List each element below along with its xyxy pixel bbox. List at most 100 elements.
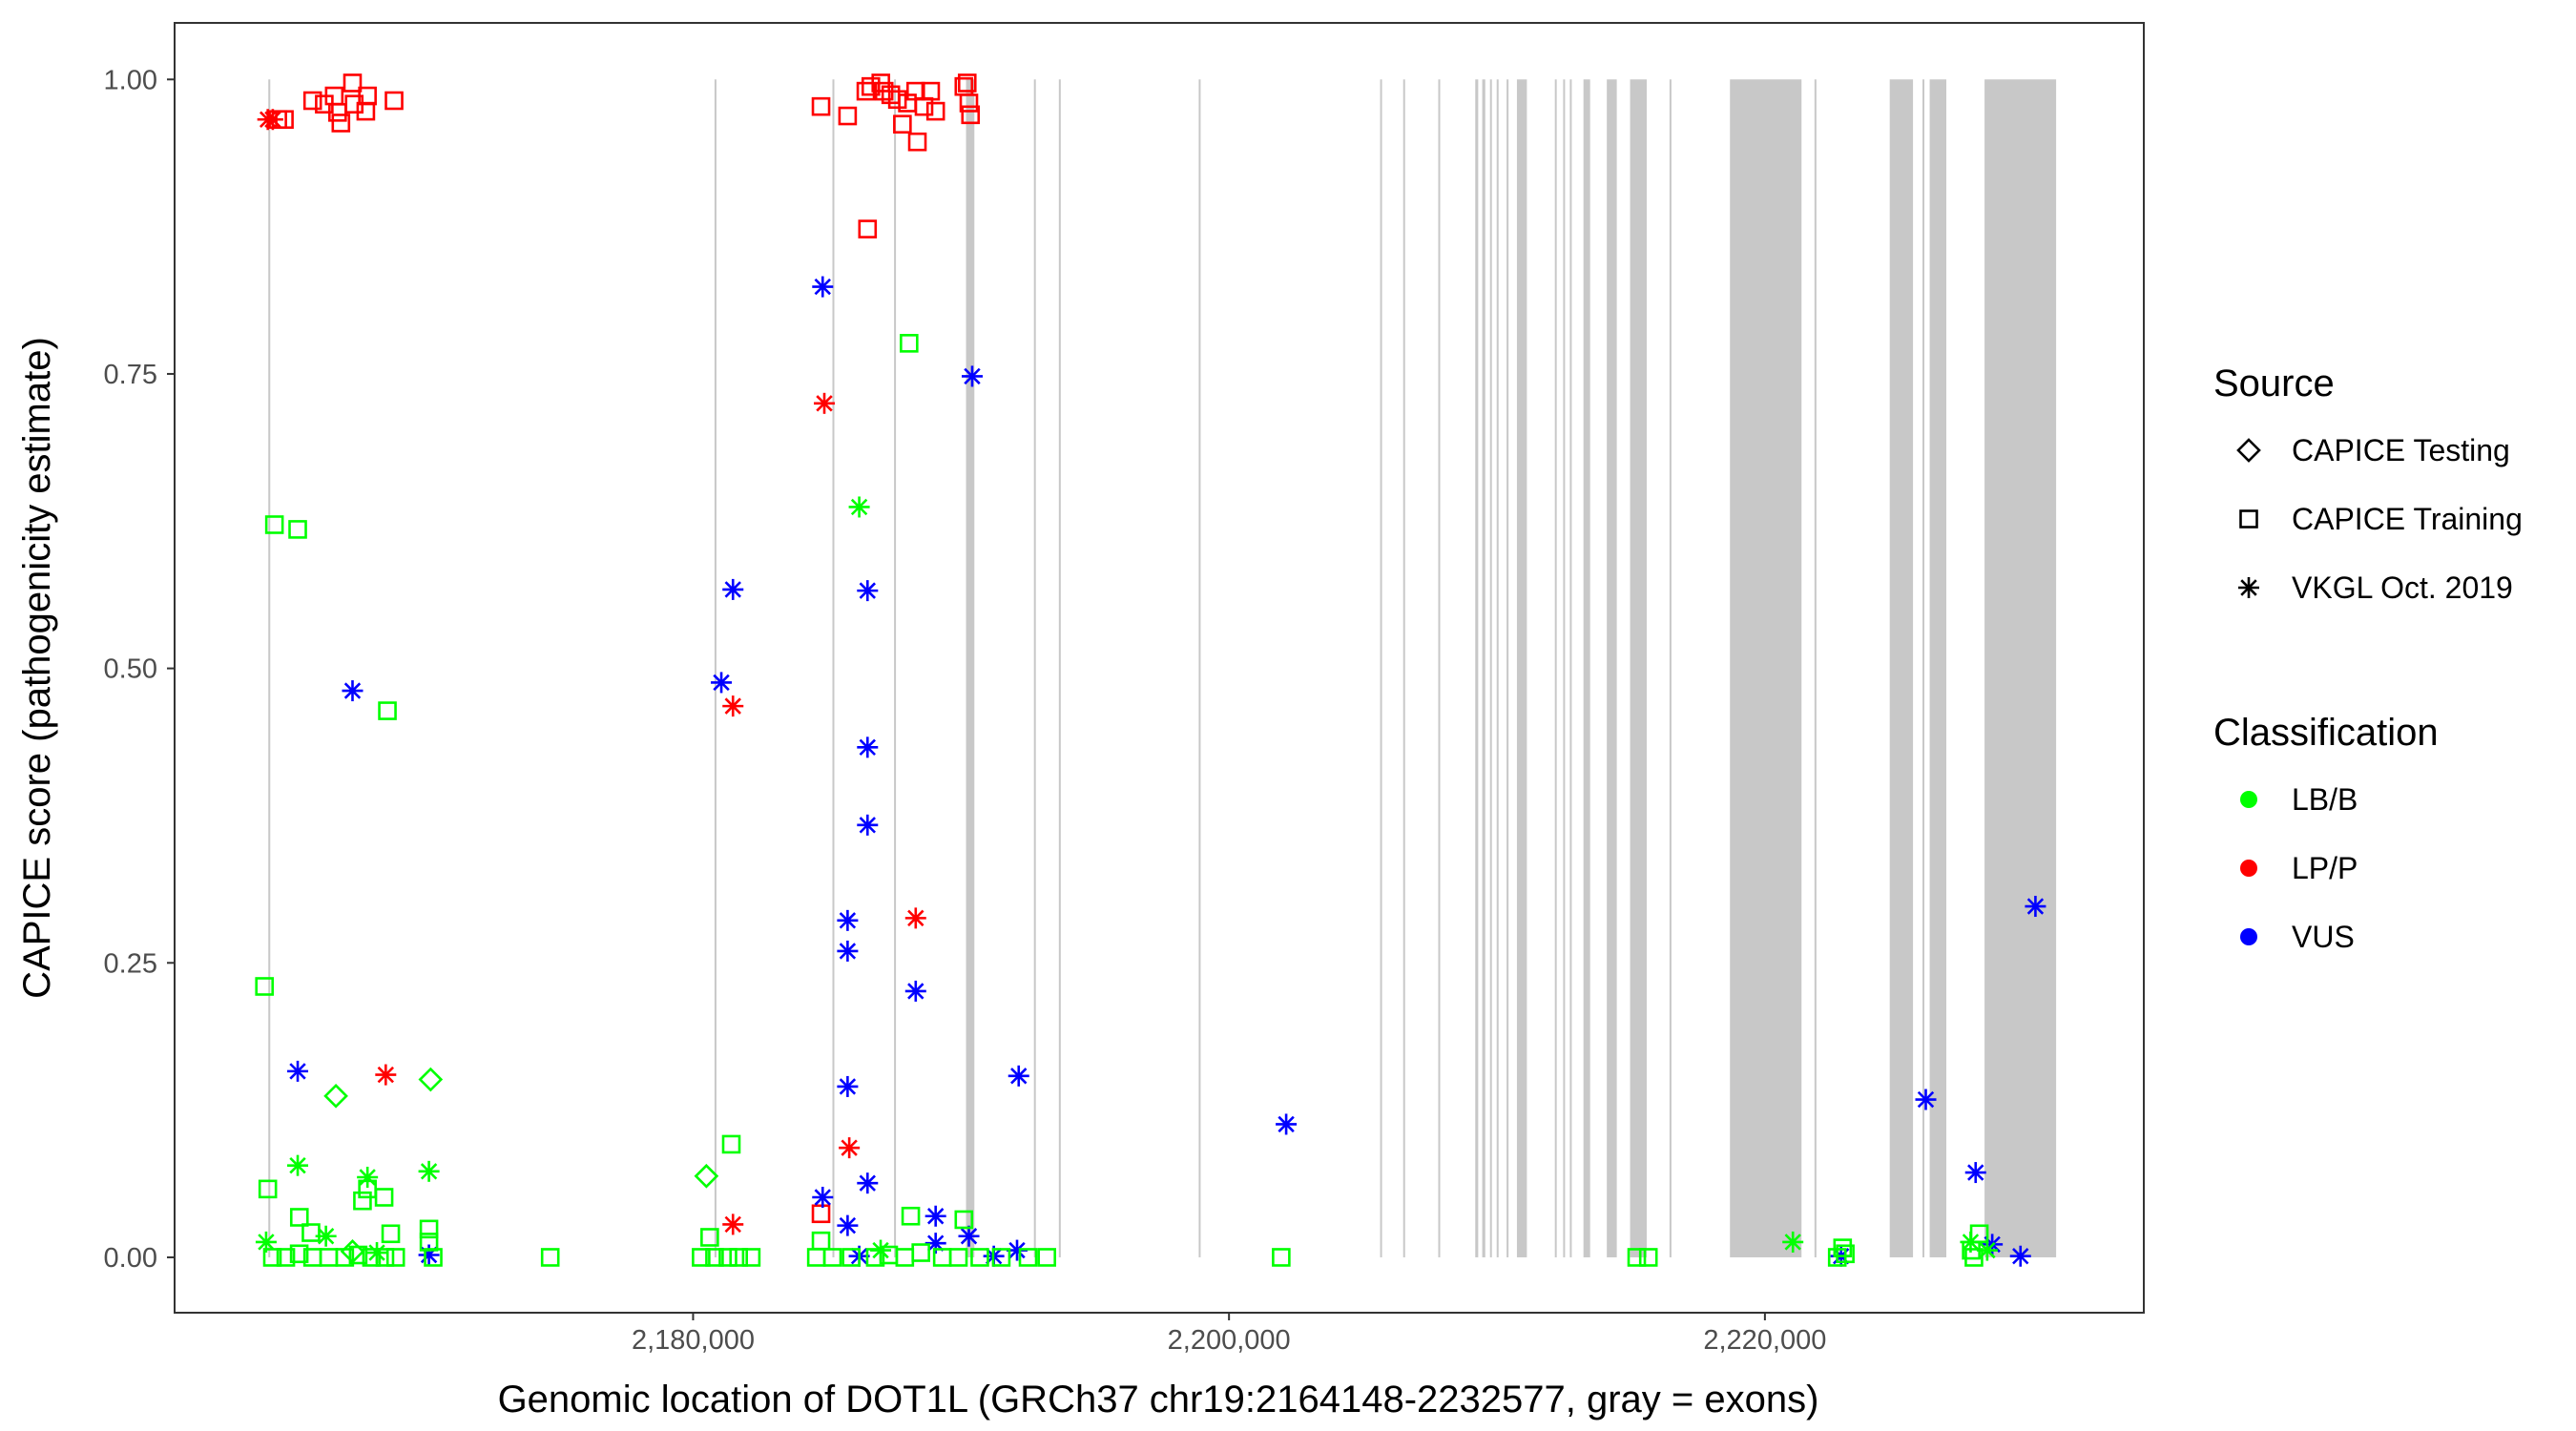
data-point xyxy=(837,909,859,931)
data-point xyxy=(1018,1248,1038,1267)
exon-band xyxy=(268,79,271,1257)
data-point xyxy=(342,680,364,702)
exon-band xyxy=(832,79,835,1257)
data-point xyxy=(418,1067,444,1092)
exon-band xyxy=(1198,79,1201,1257)
data-point xyxy=(381,1224,401,1244)
data-point xyxy=(353,1191,372,1211)
y-tick-label: 0.50 xyxy=(104,654,157,685)
exon-band xyxy=(714,79,717,1257)
data-point xyxy=(287,1154,309,1176)
data-point xyxy=(722,695,744,717)
legend-source-label: CAPICE Training xyxy=(2292,502,2523,536)
data-point xyxy=(857,736,879,758)
data-point xyxy=(1976,1239,1998,1261)
exon-band xyxy=(1607,79,1617,1257)
data-point xyxy=(331,114,351,133)
data-point xyxy=(287,1060,309,1082)
data-point xyxy=(904,907,926,929)
data-point xyxy=(1836,1244,1855,1264)
exon-band xyxy=(1380,79,1382,1257)
exon-band xyxy=(1058,79,1061,1257)
data-point xyxy=(418,1160,440,1182)
legend-class-label: LP/P xyxy=(2292,851,2358,885)
data-point xyxy=(811,96,831,116)
legend-source-label: VKGL Oct. 2019 xyxy=(2292,570,2513,605)
data-point xyxy=(924,1205,946,1227)
data-point xyxy=(839,1137,861,1159)
data-point xyxy=(900,334,919,353)
data-point xyxy=(991,1248,1011,1267)
data-point xyxy=(275,110,294,130)
data-point xyxy=(315,1225,337,1247)
exon-band xyxy=(1583,79,1590,1257)
y-tick-label: 0.00 xyxy=(104,1243,157,1274)
data-point xyxy=(692,1248,711,1267)
data-point xyxy=(729,1248,748,1267)
data-point xyxy=(838,106,858,126)
legend-source-label: CAPICE Testing xyxy=(2292,433,2510,467)
exon-band xyxy=(1438,79,1441,1257)
data-point xyxy=(958,1225,980,1247)
exon-band xyxy=(894,79,897,1257)
x-tick-label: 2,180,000 xyxy=(632,1325,755,1356)
data-point xyxy=(1638,1248,1658,1267)
exon-band xyxy=(1506,79,1509,1257)
data-point xyxy=(893,114,912,134)
data-point xyxy=(424,1248,443,1267)
legend-source-title: Source xyxy=(2213,363,2335,404)
exon-band xyxy=(1475,79,1479,1257)
data-point xyxy=(857,1172,879,1194)
y-tick-label: 0.25 xyxy=(104,948,157,979)
data-point xyxy=(907,132,927,152)
y-tick-label: 0.75 xyxy=(104,360,157,390)
legend-classification-title: Classification xyxy=(2213,712,2439,754)
data-point xyxy=(857,580,879,602)
data-point xyxy=(812,1186,834,1208)
data-point xyxy=(366,1242,388,1264)
exon-band xyxy=(1669,79,1672,1257)
data-point xyxy=(2025,896,2046,918)
data-point xyxy=(837,940,859,962)
data-point xyxy=(1915,1089,1937,1110)
exon-band xyxy=(1496,79,1499,1257)
data-point xyxy=(1964,1162,1986,1184)
data-point xyxy=(812,276,834,298)
data-point xyxy=(301,1223,321,1242)
data-point xyxy=(822,1248,842,1267)
data-point xyxy=(255,977,274,996)
data-point xyxy=(289,1208,309,1227)
exon-band xyxy=(1516,79,1527,1257)
exon-band xyxy=(966,79,975,1257)
y-tick-label: 1.00 xyxy=(104,65,157,95)
y-axis: 0.00 0.25 0.50 0.75 1.00 xyxy=(104,65,175,1274)
data-point xyxy=(970,1248,989,1267)
legend-diamond-icon xyxy=(2236,438,2261,463)
data-point xyxy=(904,980,926,1002)
data-point xyxy=(264,515,284,534)
data-point xyxy=(1037,1248,1056,1267)
data-point xyxy=(1276,1113,1298,1135)
data-point xyxy=(718,1248,737,1267)
data-point xyxy=(288,520,307,539)
legend-dot-icon xyxy=(2240,928,2257,945)
data-point xyxy=(722,578,744,600)
x-tick-label: 2,220,000 xyxy=(1703,1325,1826,1356)
exon-bands xyxy=(268,79,2057,1257)
exon-band xyxy=(1482,79,1485,1257)
legend-class-label: VUS xyxy=(2292,920,2355,954)
data-point xyxy=(700,1228,719,1247)
data-point xyxy=(911,1243,930,1262)
data-point xyxy=(1627,1248,1647,1267)
data-point xyxy=(961,365,983,387)
data-point xyxy=(837,1075,859,1097)
data-point xyxy=(959,93,979,113)
data-point xyxy=(1272,1248,1291,1267)
exon-band xyxy=(1563,79,1566,1257)
data-point xyxy=(384,91,404,111)
data-point xyxy=(857,814,879,836)
data-point xyxy=(841,1248,861,1267)
data-point xyxy=(255,1231,277,1253)
data-point xyxy=(323,1083,348,1109)
